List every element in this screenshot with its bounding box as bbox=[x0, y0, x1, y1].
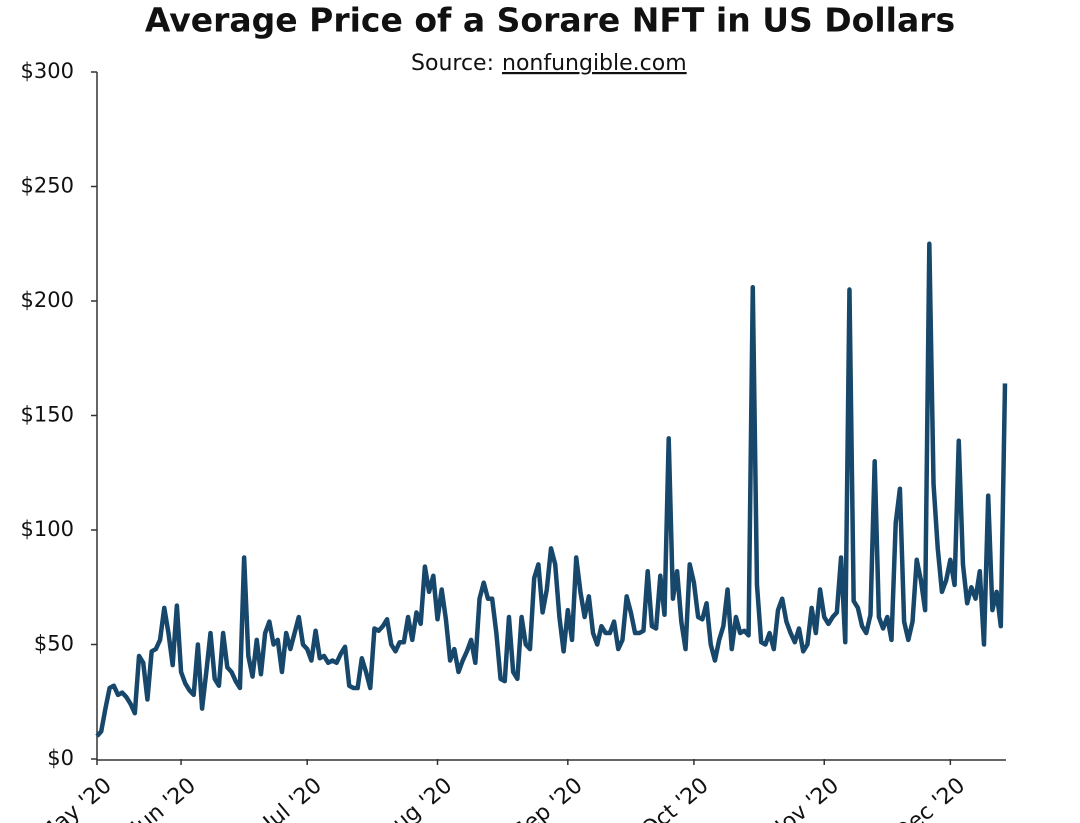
source-link[interactable]: nonfungible.com bbox=[502, 51, 687, 76]
x-tick-label: Oct '20 bbox=[637, 773, 714, 823]
price-line bbox=[95, 241, 1008, 738]
y-tick-label: $50 bbox=[34, 632, 74, 656]
y-tick-label: $250 bbox=[21, 174, 74, 198]
y-tick-label: $200 bbox=[21, 288, 74, 312]
chart-title: Average Price of a Sorare NFT in US Doll… bbox=[145, 1, 955, 40]
y-tick-label: $0 bbox=[47, 746, 74, 770]
x-tick-label: Nov '20 bbox=[764, 773, 844, 823]
x-tick-label: Dec '20 bbox=[890, 773, 970, 823]
y-tick-label: $150 bbox=[21, 403, 74, 427]
x-tick-label: Sep '20 bbox=[508, 773, 587, 823]
y-tick-label: $100 bbox=[21, 517, 74, 541]
x-tick-label: May '20 bbox=[34, 773, 116, 823]
x-tick-label: Jun '20 bbox=[125, 773, 200, 823]
x-tick-label: Aug '20 bbox=[377, 773, 457, 823]
y-tick-label: $300 bbox=[21, 59, 74, 83]
x-tick-label: Jul '20 bbox=[258, 773, 327, 823]
source-label: Source: bbox=[411, 51, 494, 76]
